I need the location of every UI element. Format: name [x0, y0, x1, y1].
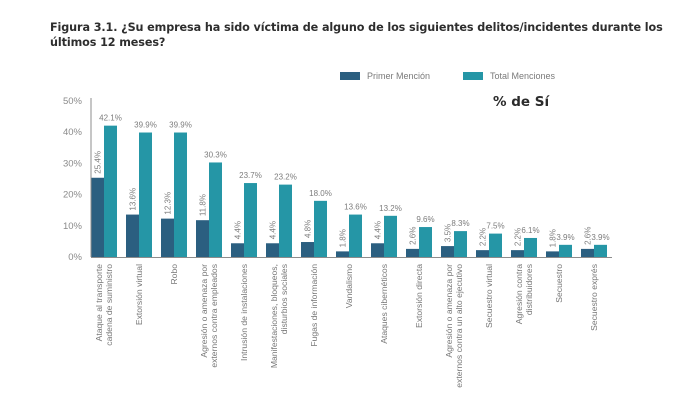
data-label-primer-mencion: 2.6% [584, 227, 593, 245]
bar-total-menciones [314, 200, 327, 257]
data-label-primer-mencion: 11.8% [199, 194, 208, 216]
data-label-primer-mencion: 4.4% [234, 221, 243, 239]
data-label-total-menciones: 13.2% [379, 204, 402, 213]
legend-swatch-total-menciones [463, 72, 483, 80]
bar-primer-mencion [371, 243, 384, 257]
bar-total-menciones [139, 132, 152, 257]
bar-primer-mencion [161, 218, 174, 257]
bar-total-menciones [244, 183, 257, 257]
bar-primer-mencion [266, 243, 279, 257]
bar-primer-mencion [546, 251, 559, 257]
chart-subtitle: % de Sí [493, 94, 550, 110]
data-label-total-menciones: 30.3% [204, 150, 227, 159]
data-label-primer-mencion: 25.4% [94, 151, 103, 174]
category-label: Ataque al transporte [94, 264, 104, 342]
y-tick-label: 20% [63, 190, 83, 201]
y-tick-label: 0% [68, 252, 82, 263]
y-tick-label: 40% [63, 127, 83, 138]
category-label: Secuestro [554, 264, 564, 303]
data-label-primer-mencion: 3.5% [444, 224, 453, 242]
bar-primer-mencion [511, 250, 524, 257]
legend-swatch-primer-mencion [340, 72, 360, 80]
category-label: Robo [169, 264, 179, 285]
data-label-primer-mencion: 4.4% [269, 221, 278, 239]
y-tick-label: 30% [63, 158, 83, 169]
data-label-primer-mencion: 2.2% [514, 228, 523, 246]
category-label: disturbios sociales [279, 264, 289, 334]
bar-total-menciones [209, 162, 222, 257]
bar-total-menciones [594, 244, 607, 257]
bar-primer-mencion [91, 177, 104, 257]
category-label: Vandalismo [344, 264, 354, 308]
category-label: Fugas de información [309, 264, 319, 347]
data-label-primer-mencion: 2.6% [409, 227, 418, 245]
data-label-primer-mencion: 12.3% [164, 192, 173, 215]
category-label: externos contra empleados [209, 264, 219, 368]
bar-primer-mencion [476, 250, 489, 257]
legend-item-total-menciones: Total Menciones [463, 71, 555, 81]
category-label: Ataques cibernéticos [379, 264, 389, 344]
data-label-total-menciones: 7.5% [486, 222, 504, 231]
bar-primer-mencion [126, 214, 139, 257]
bar-total-menciones [454, 231, 467, 257]
data-label-total-menciones: 13.6% [344, 203, 367, 212]
bar-primer-mencion [441, 246, 454, 257]
data-label-primer-mencion: 1.8% [339, 229, 348, 247]
data-label-primer-mencion: 4.4% [374, 221, 383, 239]
data-label-total-menciones: 3.9% [556, 233, 574, 242]
bar-total-menciones [524, 237, 537, 257]
category-label: cadena de suministro [104, 264, 114, 346]
data-label-total-menciones: 8.3% [451, 219, 469, 228]
bar-total-menciones [419, 227, 432, 257]
bar-primer-mencion [196, 220, 209, 257]
bar-primer-mencion [301, 242, 314, 257]
category-label: Agresión contra [514, 264, 524, 324]
bar-primer-mencion [336, 251, 349, 257]
bar-total-menciones [384, 215, 397, 257]
category-label: Manifestaciones, bloqueos, [269, 264, 279, 368]
category-label: Intrusión de instalaciones [239, 264, 249, 361]
bar-primer-mencion [406, 248, 419, 257]
data-label-primer-mencion: 13.6% [129, 188, 138, 211]
data-label-total-menciones: 39.9% [134, 121, 157, 130]
bar-total-menciones [279, 184, 292, 257]
y-tick-label: 10% [63, 221, 83, 232]
bar-primer-mencion [231, 243, 244, 257]
category-label: Agresión o amenaza por [199, 264, 209, 358]
data-label-total-menciones: 39.9% [169, 121, 192, 130]
data-label-primer-mencion: 1.8% [549, 229, 558, 247]
data-label-total-menciones: 18.0% [309, 189, 332, 198]
data-label-primer-mencion: 4.8% [304, 220, 313, 238]
data-label-total-menciones: 23.2% [274, 173, 297, 182]
category-label: Agresión o amenaza por [444, 264, 454, 358]
y-tick-label: 50% [63, 96, 83, 107]
category-label: externos contra un alto ejecutivo [454, 264, 464, 388]
category-label: Extorsión virtual [134, 264, 144, 325]
data-label-total-menciones: 6.1% [521, 226, 539, 235]
category-label: Secuestro virtual [484, 264, 494, 328]
bar-total-menciones [489, 233, 502, 257]
data-label-total-menciones: 9.6% [416, 215, 434, 224]
legend-item-primer-mencion: Primer Mención [340, 71, 430, 81]
category-label: distribuidores [524, 264, 534, 315]
data-label-total-menciones: 42.1% [99, 114, 122, 123]
data-label-total-menciones: 3.9% [591, 233, 609, 242]
bar-total-menciones [104, 125, 117, 257]
chart-title: Figura 3.1. ¿Su empresa ha sido víctima … [50, 21, 663, 49]
data-label-total-menciones: 23.7% [239, 171, 262, 180]
bar-primer-mencion [581, 248, 594, 257]
data-label-primer-mencion: 2.2% [479, 228, 488, 246]
category-label: Extorsión directa [414, 264, 424, 328]
category-label: Secuestro exprés [589, 264, 599, 331]
bar-total-menciones [174, 132, 187, 257]
legend-label-total-menciones: Total Menciones [490, 71, 556, 81]
bar-total-menciones [559, 244, 572, 257]
bar-total-menciones [349, 214, 362, 257]
legend-label-primer-mencion: Primer Mención [367, 71, 431, 81]
